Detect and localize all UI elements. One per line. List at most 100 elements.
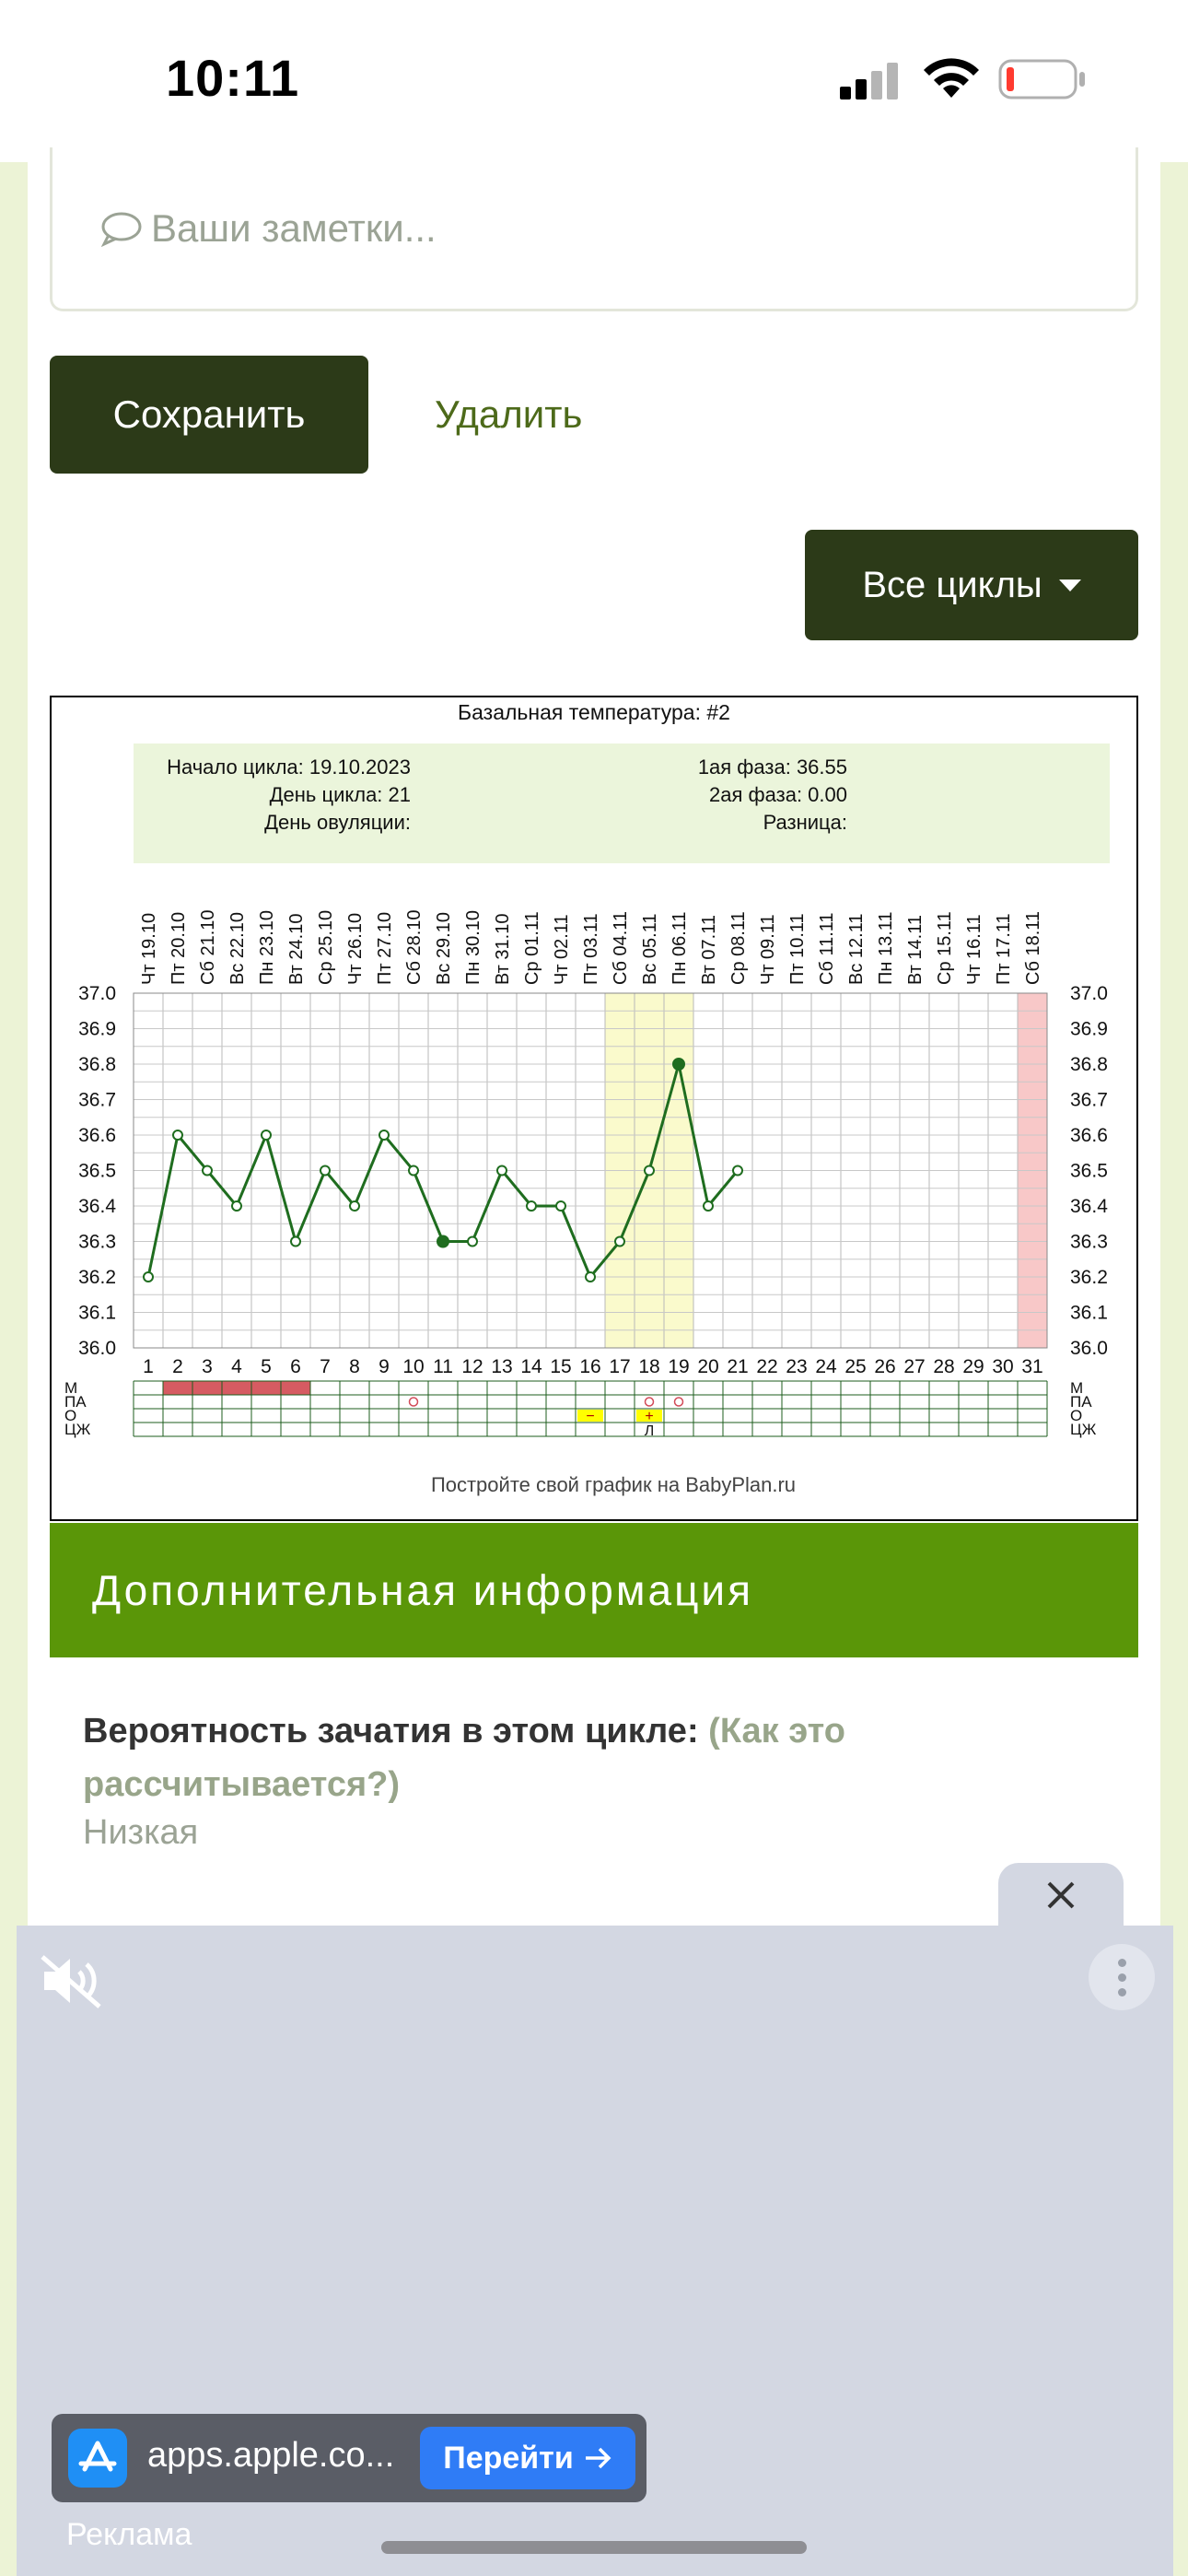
cellular-signal-icon: [840, 63, 898, 100]
chart-title: Базальная температура: #2: [458, 700, 730, 724]
x-date-label: Пт 03.11: [581, 913, 601, 985]
x-date-label: Вт 07.11: [699, 915, 719, 985]
y-tick-label-right: 36.1: [1070, 1303, 1108, 1324]
bbt-chart: Базальная температура: #2 Начало цикла: 1…: [50, 696, 1138, 1521]
wifi-icon: [924, 58, 979, 98]
x-day-number: 6: [290, 1356, 301, 1377]
y-tick-label-right: 36.8: [1070, 1054, 1108, 1075]
row-label-right: ПА: [1070, 1393, 1092, 1411]
chart-info-right: 1ая фаза: 36.55: [698, 755, 847, 779]
temperature-point: [644, 1165, 655, 1177]
temperature-point: [555, 1200, 566, 1212]
temperature-point: [614, 1235, 625, 1247]
x-date-label: Ср 01.11: [522, 911, 542, 985]
o-marker-sign: +: [645, 1409, 653, 1424]
temperature-point: [143, 1271, 154, 1282]
x-day-number: 5: [261, 1356, 272, 1377]
x-date-label: Сб 18.11: [1023, 911, 1043, 985]
y-tick-label-left: 36.3: [78, 1232, 116, 1253]
x-day-number: 29: [962, 1356, 984, 1377]
x-date-label: Пн 30.10: [463, 910, 483, 985]
y-tick-label-left: 36.0: [78, 1338, 116, 1359]
menstruation-cell: [222, 1381, 251, 1395]
row-label-right: ЦЖ: [1070, 1421, 1097, 1438]
probability-how-link[interactable]: (Как это рассчитывается?): [83, 1712, 845, 1804]
chart-footer: Постройте свой график на BabyPlan.ru: [431, 1473, 796, 1496]
y-tick-label-right: 36.3: [1070, 1232, 1108, 1253]
temperature-point: [703, 1200, 714, 1212]
y-tick-label-right: 37.0: [1070, 983, 1108, 1004]
x-day-number: 26: [874, 1356, 895, 1377]
row-label-left: ПА: [64, 1393, 87, 1411]
all-cycles-dropdown[interactable]: Все циклы: [805, 530, 1138, 640]
x-date-label: Сб 21.10: [198, 909, 218, 985]
arrow-right-icon: [585, 2447, 611, 2469]
temperature-point: [261, 1130, 272, 1141]
row-label-right: О: [1070, 1407, 1082, 1424]
close-icon: [1047, 1881, 1075, 1909]
x-day-number: 22: [756, 1356, 777, 1377]
pa-circle: [673, 1397, 684, 1407]
menstruation-cell: [192, 1381, 222, 1395]
ad-url: apps.apple.co...: [147, 2436, 395, 2475]
y-tick-label-right: 36.4: [1070, 1196, 1108, 1217]
o-marker-cell: [636, 1410, 662, 1422]
row-label-left: О: [64, 1407, 76, 1424]
x-day-number: 8: [349, 1356, 360, 1377]
x-date-label: Пт 20.10: [169, 912, 189, 985]
go-button[interactable]: Перейти: [420, 2427, 635, 2489]
menstruation-cell: [163, 1381, 192, 1395]
delete-button[interactable]: Удалить: [435, 392, 583, 436]
speech-bubble-icon: [100, 212, 142, 247]
temperature-point: [231, 1200, 242, 1212]
y-tick-label-left: 36.7: [78, 1090, 116, 1111]
y-tick-label-right: 36.5: [1070, 1161, 1108, 1182]
x-day-number: 17: [609, 1356, 630, 1377]
x-date-label: Сб 04.11: [611, 911, 631, 985]
x-date-label: Пн 23.10: [257, 910, 277, 985]
notes-placeholder: Ваши заметки...: [99, 206, 437, 251]
x-day-number: 10: [402, 1356, 424, 1377]
x-date-label: Вс 22.10: [227, 912, 248, 985]
y-tick-label-left: 36.4: [78, 1196, 116, 1217]
x-day-number: 9: [379, 1356, 390, 1377]
chart-info-left: День цикла: 21: [270, 783, 411, 806]
app-store-icon: [68, 2429, 127, 2488]
x-date-label: Ср 08.11: [728, 911, 749, 985]
status-time: 10:11: [166, 49, 300, 107]
x-day-number: 31: [1021, 1356, 1042, 1377]
notes-placeholder-text: Ваши заметки...: [151, 206, 437, 250]
chart-info-right: 2ая фаза: 0.00: [709, 783, 847, 806]
x-date-label: Чт 09.11: [758, 914, 778, 985]
notes-field[interactable]: [50, 147, 1138, 311]
x-day-number: 4: [231, 1356, 242, 1377]
pa-circle: [644, 1397, 655, 1407]
ad-close-button[interactable]: [998, 1863, 1124, 1927]
y-tick-label-left: 36.5: [78, 1161, 116, 1182]
all-cycles-label: Все циклы: [862, 564, 1042, 605]
x-day-number: 13: [491, 1356, 512, 1377]
menstruation-cell: [251, 1381, 281, 1395]
o-marker-sign: −: [586, 1409, 594, 1424]
more-options-button[interactable]: [1089, 1944, 1155, 2010]
x-day-number: 23: [786, 1356, 807, 1377]
probability-value: Низкая: [83, 1813, 199, 1852]
y-tick-label-left: 36.6: [78, 1125, 116, 1146]
temperature-point: [672, 1058, 685, 1071]
ad-link-bar[interactable]: apps.apple.co... Перейти: [52, 2414, 646, 2502]
y-tick-label-left: 36.1: [78, 1303, 116, 1324]
x-day-number: 14: [520, 1356, 542, 1377]
row-label-left: ЦЖ: [64, 1421, 91, 1438]
save-button[interactable]: Сохранить: [50, 356, 368, 474]
temperature-point: [467, 1235, 478, 1247]
y-tick-label-right: 36.6: [1070, 1125, 1108, 1146]
mute-icon[interactable]: [39, 1950, 105, 2012]
x-date-label: Сб 11.11: [817, 912, 837, 985]
row-label-left: М: [64, 1379, 77, 1397]
x-date-label: Пт 10.11: [787, 913, 808, 985]
menstruation-cell: [281, 1381, 310, 1395]
x-date-label: Вт 14.11: [905, 915, 926, 985]
x-day-number: 24: [815, 1356, 837, 1377]
y-tick-label-right: 36.2: [1070, 1267, 1108, 1288]
x-date-label: Чт 02.11: [552, 914, 572, 985]
